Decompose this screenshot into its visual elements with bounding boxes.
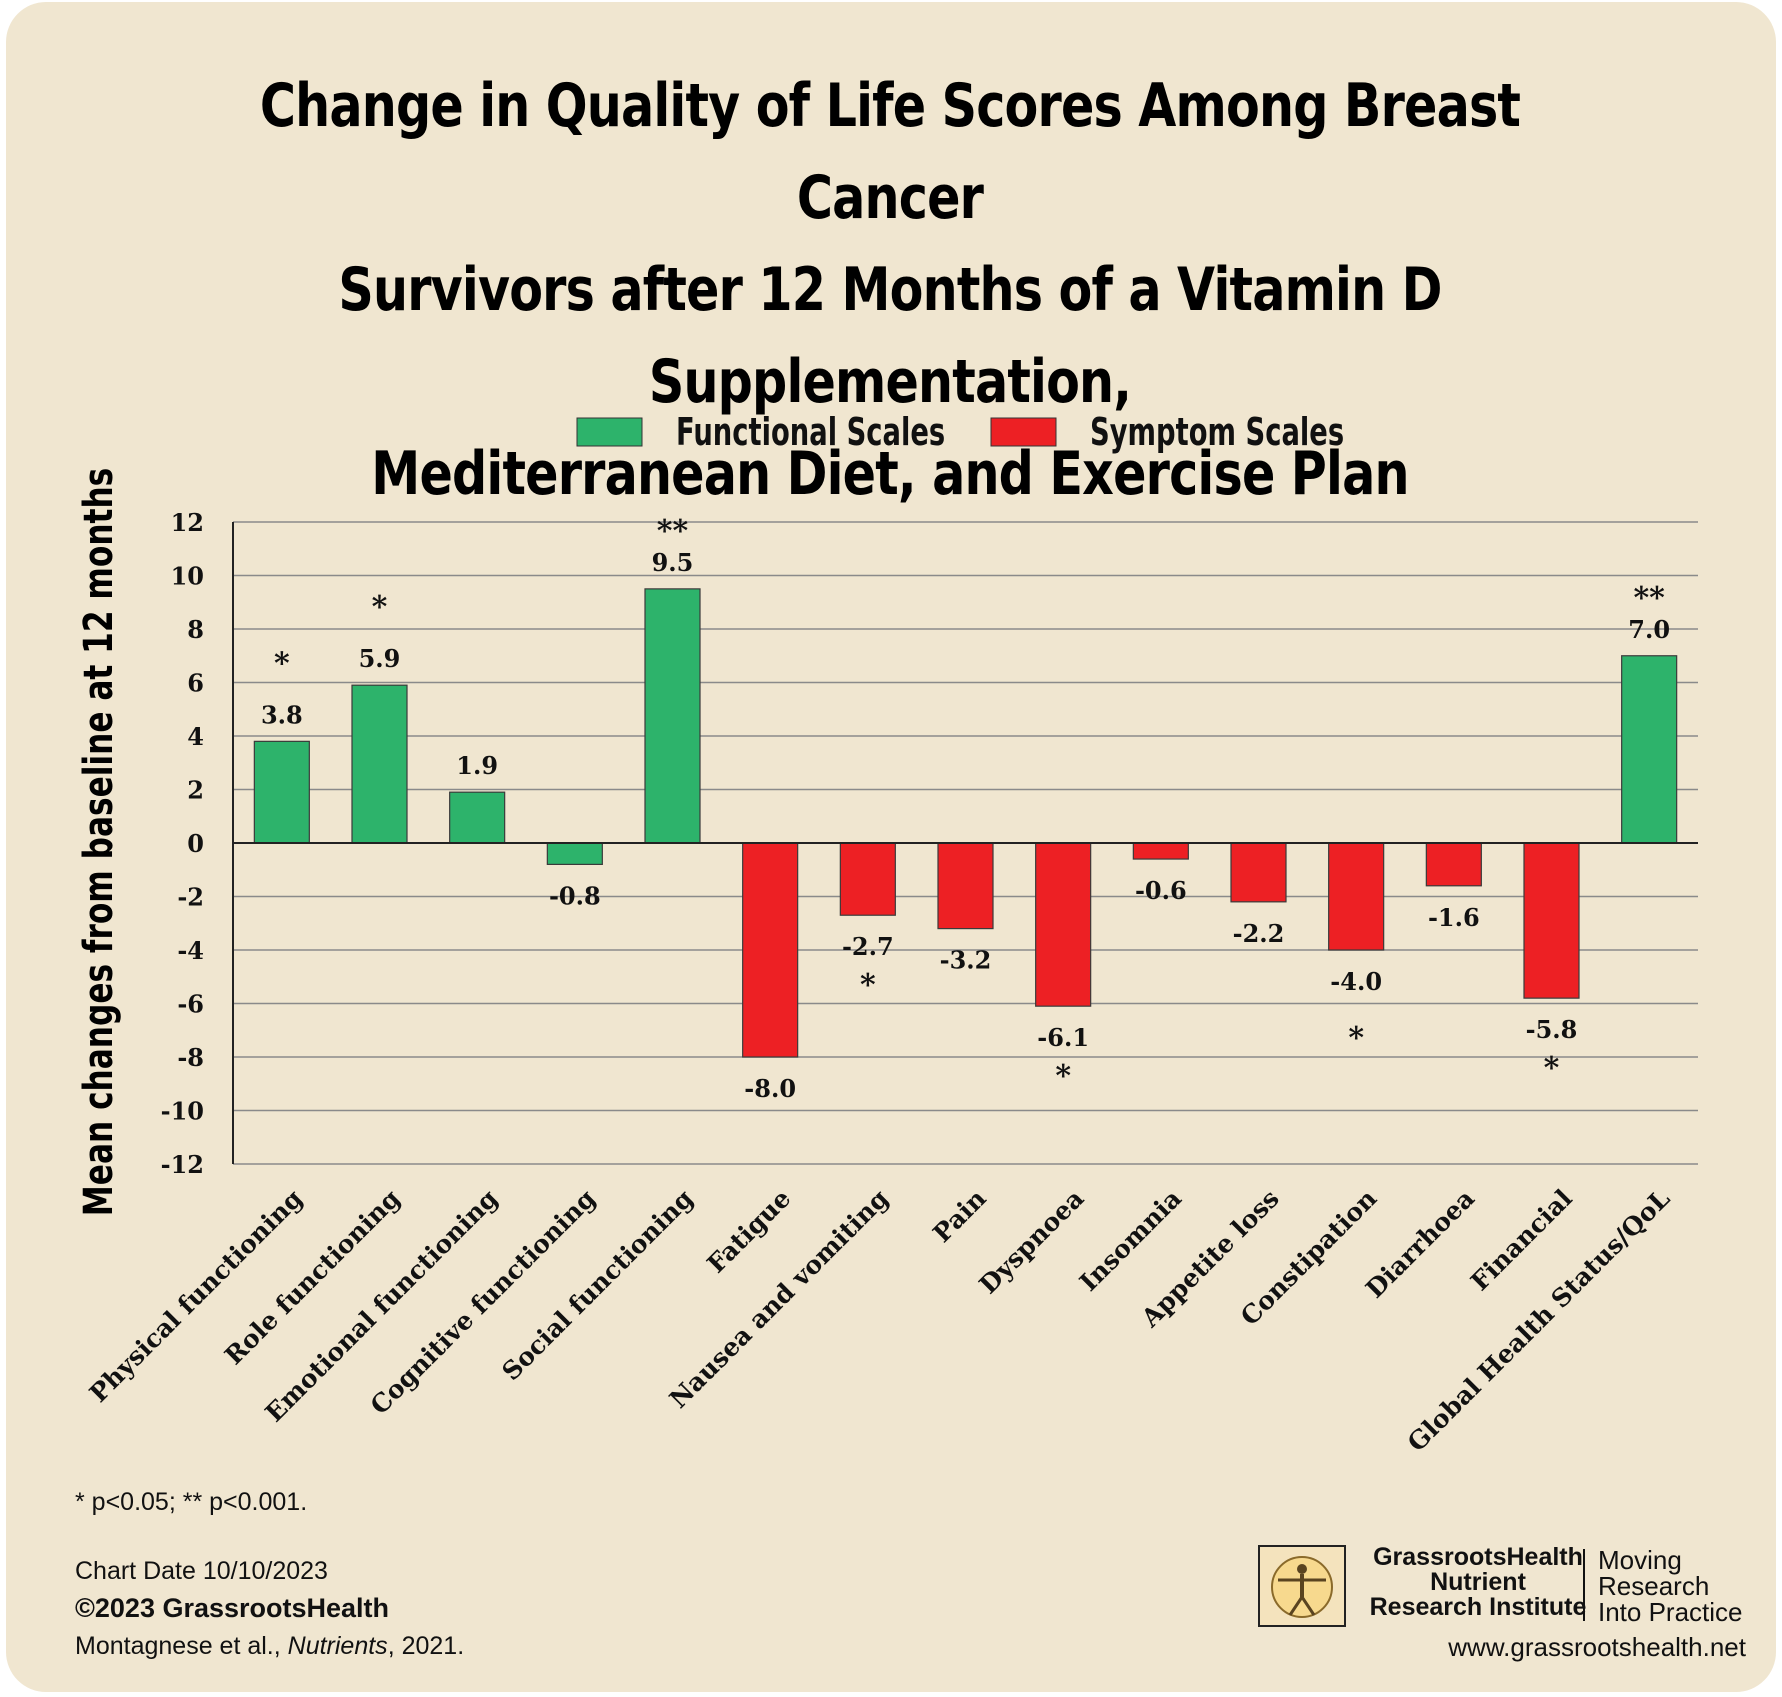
logo-tagline-line-1: Moving <box>1598 1545 1682 1575</box>
significance-mark: * <box>274 646 290 681</box>
website-link[interactable]: www.grassrootshealth.net <box>1448 1632 1746 1662</box>
bar <box>1523 842 1580 999</box>
grassrootshealth-logo: GrassrootsHealth Nutrient Research Insti… <box>1258 1545 1778 1685</box>
value-label: -2.2 <box>1233 919 1285 948</box>
bar <box>253 740 310 844</box>
legend-label: Functional Scales <box>676 409 945 454</box>
y-tick-label: 2 <box>187 776 204 805</box>
legend-swatch <box>576 417 643 447</box>
y-axis-ticks: 12 10 8 6 4 2 0 -2 -4 -6 -8 -10 -12 <box>161 508 204 1179</box>
axes <box>232 522 1698 1164</box>
value-label: -3.2 <box>940 946 992 975</box>
y-tick-label: 8 <box>187 615 204 644</box>
chart-date: Chart Date 10/10/2023 <box>75 1557 328 1585</box>
bar <box>1132 842 1189 860</box>
y-tick-label: -2 <box>177 883 204 912</box>
bar-chart: Functional Scales Symptom Scales 12 10 8 6 4 2… <box>76 409 1698 1457</box>
copyright: ©2023 GrassrootsHealth <box>75 1593 390 1623</box>
bar <box>1621 655 1678 844</box>
value-label: -0.6 <box>1135 876 1187 905</box>
y-tick-label: -10 <box>161 1097 204 1126</box>
value-label: -0.8 <box>549 881 601 910</box>
citation-journal: Nutrients <box>287 1632 388 1660</box>
legend-swatch <box>990 417 1057 447</box>
bars <box>253 588 1678 1058</box>
significance-note: * p<0.05; ** p<0.001. <box>75 1488 308 1516</box>
y-tick-label: 0 <box>187 829 204 858</box>
value-label: -2.7 <box>842 932 894 961</box>
bar <box>546 842 603 865</box>
title-line-2: Survivors after 12 Months of a Vitamin D… <box>338 255 1442 417</box>
vitruvian-man-icon <box>1258 1545 1346 1627</box>
title-line-3: Mediterranean Diet, and Exercise Plan <box>371 439 1409 509</box>
value-label: -4.0 <box>1330 967 1382 996</box>
value-label: 1.9 <box>456 751 498 780</box>
significance-mark: * <box>1348 1021 1364 1056</box>
logo-tagline-line-2: Research <box>1598 1571 1710 1601</box>
y-tick-label: 6 <box>187 669 204 698</box>
y-tick-label: 10 <box>171 562 204 591</box>
value-label: -6.1 <box>1037 1023 1089 1052</box>
bar <box>839 842 896 916</box>
category-label: Role functioning <box>219 1184 406 1371</box>
citation-year: , 2021. <box>387 1632 465 1660</box>
y-axis-label: Mean changes from baseline at 12 months <box>76 468 122 1216</box>
logo-name-line-2: Nutrient <box>1430 1568 1526 1596</box>
y-tick-label: -6 <box>177 990 204 1019</box>
value-label: 9.5 <box>652 548 694 577</box>
bar <box>742 842 799 1058</box>
logo-tagline-line-3: Into Practice <box>1598 1597 1743 1627</box>
bar <box>937 842 994 930</box>
category-label: Pain <box>927 1184 991 1248</box>
citation: Montagnese et al., Nutrients, 2021. <box>75 1632 464 1661</box>
significance-mark: ** <box>1633 581 1665 616</box>
value-label: -1.6 <box>1428 903 1480 932</box>
logo-tagline: Moving Research Into Practice <box>1598 1547 1743 1625</box>
logo-divider <box>1583 1549 1585 1621</box>
bar <box>351 684 408 844</box>
value-label: 3.8 <box>261 700 303 729</box>
significance-mark: * <box>372 590 388 625</box>
bar <box>449 791 506 844</box>
bar <box>644 588 701 844</box>
y-tick-label: -4 <box>177 936 204 965</box>
significance-mark: * <box>860 968 876 1003</box>
logo-name-line-1: GrassrootsHealth <box>1373 1543 1583 1571</box>
bar <box>1035 842 1092 1007</box>
value-label: -5.8 <box>1526 1015 1578 1044</box>
data-labels: 3.8* 5.9*1.9-0.89.5**-8.0-2.7*-3.2-6.1*-0… <box>261 514 1670 1103</box>
value-label: 5.9 <box>359 644 401 673</box>
bar <box>1425 842 1482 887</box>
category-label: Social functioning <box>496 1184 698 1386</box>
logo-name-line-3: Research Institute <box>1369 1593 1587 1621</box>
category-label: Dyspnoea <box>974 1184 1090 1300</box>
value-label: 7.0 <box>1628 615 1670 644</box>
bar <box>1328 842 1385 951</box>
y-tick-label: 12 <box>171 508 204 537</box>
significance-mark: * <box>1055 1059 1071 1094</box>
citation-authors: Montagnese et al., <box>75 1632 288 1660</box>
y-tick-label: 4 <box>187 722 204 751</box>
y-tick-label: -12 <box>161 1150 204 1179</box>
legend-label: Symptom Scales <box>1090 409 1344 454</box>
value-label: -8.0 <box>744 1074 796 1103</box>
chart-title: Change in Quality of Life Scores Among B… <box>209 60 1570 520</box>
category-label: Fatigue <box>702 1184 797 1279</box>
y-tick-label: -8 <box>177 1043 204 1072</box>
significance-mark: * <box>1544 1051 1560 1086</box>
logo-name: GrassrootsHealth Nutrient Research Insti… <box>1358 1545 1598 1620</box>
bar <box>1230 842 1287 903</box>
legend: Functional Scales Symptom Scales <box>576 409 1344 454</box>
significance-mark: ** <box>657 514 689 549</box>
title-line-1: Change in Quality of Life Scores Among B… <box>259 71 1521 233</box>
